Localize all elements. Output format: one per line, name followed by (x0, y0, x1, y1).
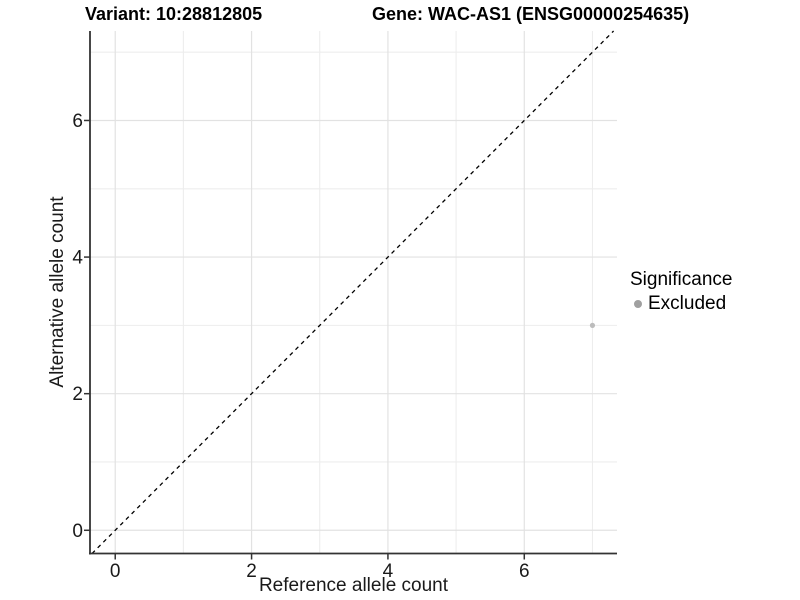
y-axis-title: Alternative allele count (47, 196, 68, 388)
legend-item-label: Excluded (648, 293, 727, 314)
legend-point-icon (634, 300, 642, 308)
legend-items: Excluded (630, 293, 732, 315)
x-tick-label: 0 (110, 561, 121, 582)
y-tick-label: 6 (72, 111, 83, 132)
tick-labels: 0 2 4 6 0 2 4 6 (72, 111, 529, 582)
legend: Significance Excluded (630, 269, 732, 315)
x-tick-label: 6 (519, 561, 530, 582)
legend-item: Excluded (634, 293, 732, 315)
grid-major-lines (90, 31, 617, 554)
gene-title: Gene: WAC-AS1 (ENSG00000254635) (372, 4, 690, 24)
y-tick-label: 4 (72, 248, 83, 269)
y-tick-label: 0 (72, 521, 83, 542)
x-tick-label: 2 (246, 561, 257, 582)
y-tick-label: 2 (72, 384, 83, 405)
identity-dashed-line (91, 30, 615, 554)
x-axis-title: Reference allele count (258, 575, 449, 596)
variant-title: Variant: 10:28812805 (85, 4, 263, 24)
axis-lines (89, 31, 617, 555)
data-point-excluded (589, 322, 596, 328)
x-tick-label: 4 (383, 561, 394, 582)
legend-title: Significance (630, 269, 733, 290)
data-points (589, 322, 596, 328)
grid-minor-lines (90, 31, 617, 554)
axis-ticks (84, 119, 526, 560)
